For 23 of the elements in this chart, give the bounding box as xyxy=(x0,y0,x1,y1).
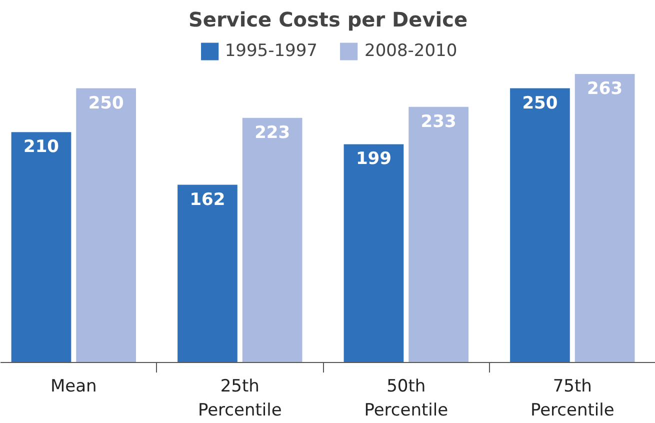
x-tick-label: 75th Percentile xyxy=(530,376,614,420)
data-label: 263 xyxy=(587,79,623,100)
x-tick-label: Mean xyxy=(50,376,97,396)
bar xyxy=(76,88,136,362)
bar xyxy=(344,144,404,362)
legend-label: 1995-1997 xyxy=(224,41,318,61)
data-label: 250 xyxy=(522,93,558,114)
data-label: 199 xyxy=(356,149,392,170)
chart-title: Service Costs per Device xyxy=(188,8,468,32)
bar xyxy=(11,132,72,362)
data-label: 250 xyxy=(88,93,124,114)
data-label: 233 xyxy=(420,112,456,132)
bar xyxy=(510,88,570,362)
bar xyxy=(178,184,238,362)
x-tick-label: 25th Percentile xyxy=(198,376,282,420)
data-label: 210 xyxy=(23,137,60,158)
x-tick-label: 50th Percentile xyxy=(364,376,448,420)
bar xyxy=(242,118,302,362)
data-label: 162 xyxy=(190,190,226,210)
data-label: 223 xyxy=(254,122,290,143)
bar xyxy=(408,106,468,362)
legend-label: 2008-2010 xyxy=(364,41,458,61)
bar xyxy=(574,74,635,362)
